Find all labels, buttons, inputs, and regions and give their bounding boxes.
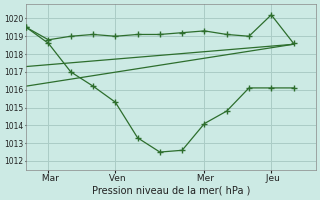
X-axis label: Pression niveau de la mer( hPa ): Pression niveau de la mer( hPa ) bbox=[92, 186, 250, 196]
